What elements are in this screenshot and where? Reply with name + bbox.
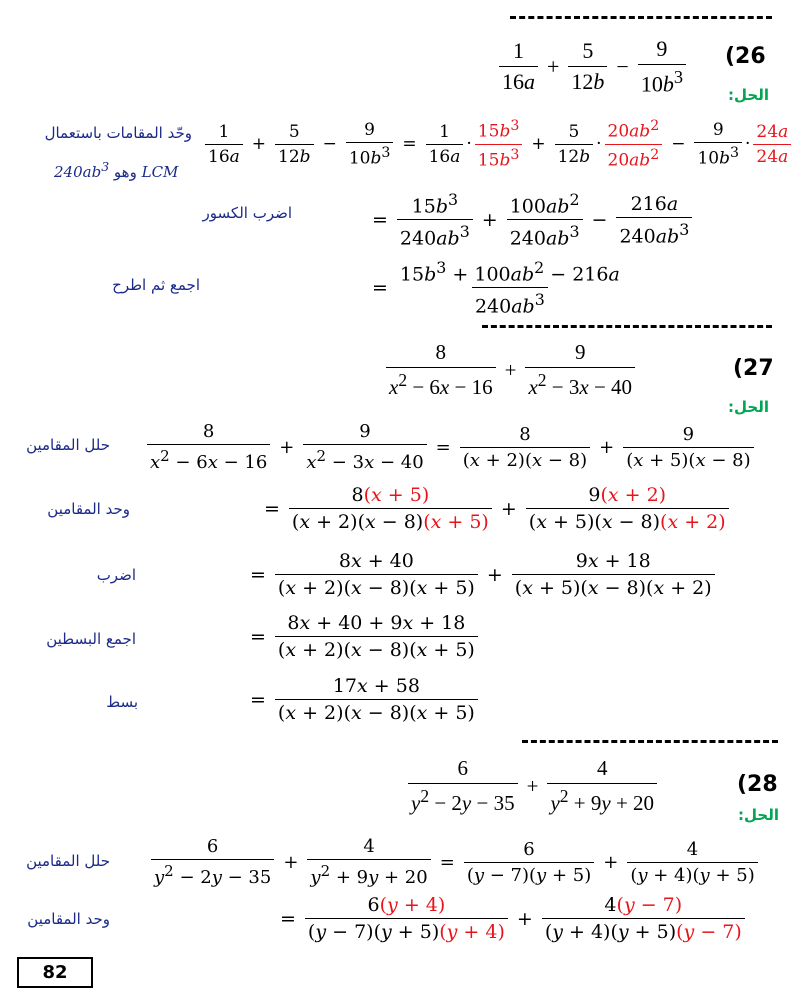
equation-line: 8 x2 − 6x − 16 + 9 x2 − 3x − 40 = 8 (x + 2)(x… xyxy=(144,421,757,473)
step-note: حلل المقامين xyxy=(26,852,110,870)
problem-statement: 8 x2 − 6x − 16 + 9 x2 − 3x − 40 xyxy=(383,340,638,400)
problem-statement: 6 y2 − 2y − 35 + 4 y2 + 9y + 20 xyxy=(405,756,660,816)
equation-line: = 6(y + 4) (y − 7)(y + 5)(y + 4) + 4(y − 7… xyxy=(274,894,748,943)
step-note: حلل المقامين xyxy=(26,436,110,454)
solution-label: الحل: xyxy=(728,398,769,416)
solution-label: الحل: xyxy=(738,806,779,824)
equation-line: 6 y2 − 2y − 35 + 4 y2 + 9y + 20 = 6 (y − 7)(y… xyxy=(148,836,761,888)
equation-line: 1 16a + 5 12b − 9 10b3 = 1 16a · 15b3 15b3 + 5 12b ·… xyxy=(202,118,794,170)
equation-line: = 8(x + 5) (x + 2)(x − 8)(x + 5) + 9(x + 2… xyxy=(258,484,732,533)
page-number: 82 xyxy=(17,957,93,988)
step-note: اضرب xyxy=(96,566,136,584)
step-note: وحد المقامين xyxy=(27,910,110,928)
equation-line: = 8x + 40 (x + 2)(x − 8)(x + 5) + 9x + 18(… xyxy=(244,550,718,599)
equation-line: = 17x + 58 (x + 2)(x − 8)(x + 5) xyxy=(244,675,481,724)
separator-line xyxy=(510,16,772,19)
problem-number: (26 xyxy=(725,44,766,69)
separator-line xyxy=(522,740,778,743)
step-note: اجمع البسطين xyxy=(46,630,136,648)
problem-number: (27 xyxy=(733,356,774,381)
problem-number: (28 xyxy=(737,772,778,797)
step-note: بسط xyxy=(106,693,138,711)
separator-line xyxy=(482,325,772,328)
step-note: وحّد المقامات باستعمال xyxy=(44,124,192,142)
step-note: وحد المقامين xyxy=(47,500,130,518)
step-note: 240ab3 وهو LCM xyxy=(54,159,179,181)
step-note: اجمع ثم اطرح xyxy=(112,276,200,294)
solution-label: الحل: xyxy=(728,86,769,104)
equation-line: = 15b3 240ab3 + 100ab2 240ab3− 216a 240ab3 xyxy=(366,190,695,250)
problem-statement: 1 16a + 5 12b − 9 10b3 xyxy=(496,36,689,97)
equation-line: = 8x + 40 + 9x + 18 (x + 2)(x − 8)(x + 5) xyxy=(244,612,481,661)
step-note: اضرب الكسور xyxy=(202,204,292,222)
equation-line: = 15b3 + 100ab2 − 216a 240ab3 xyxy=(372,258,620,318)
